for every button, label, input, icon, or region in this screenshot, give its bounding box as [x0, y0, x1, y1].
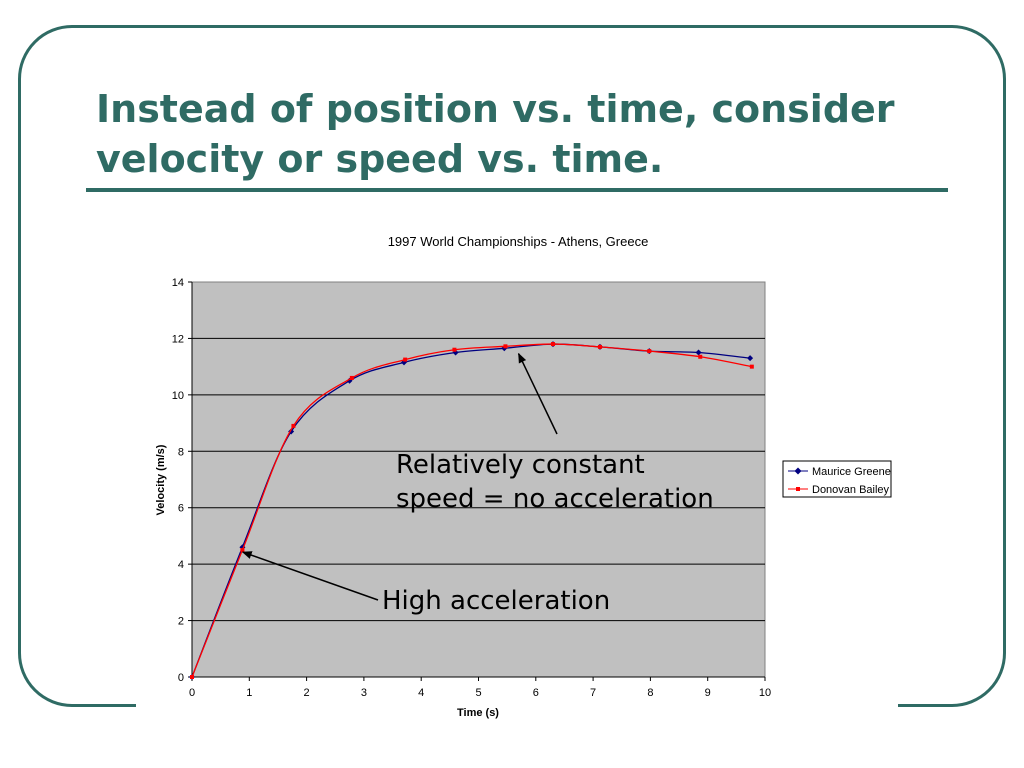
annotation-constant-speed-line2: speed = no acceleration	[396, 484, 714, 514]
data-point-donovan-bailey	[349, 375, 354, 380]
annotation-constant-speed-line1: Relatively constant	[396, 450, 645, 480]
grid-lines	[192, 337, 765, 622]
x-tick-label: 8	[647, 687, 653, 699]
title-rule	[86, 188, 948, 192]
x-tick-label: 1	[246, 687, 252, 699]
data-point-donovan-bailey	[698, 354, 703, 359]
y-tick-label: 6	[178, 503, 184, 515]
x-tick-label: 4	[418, 687, 424, 699]
legend-marker-greene	[794, 467, 802, 475]
chart-title: 1997 World Championships - Athens, Greec…	[388, 234, 649, 249]
data-point-donovan-bailey	[597, 344, 602, 349]
data-point-donovan-bailey	[291, 423, 296, 428]
slide-title-line1: Instead of position vs. time, consider	[96, 87, 895, 131]
x-tick-label: 10	[759, 687, 771, 699]
data-point-maurice-greene	[695, 349, 702, 356]
legend-label-bailey: Donovan Bailey	[812, 484, 890, 496]
x-tick-label: 3	[361, 687, 367, 699]
slide-title: Instead of position vs. time, consider v…	[96, 84, 956, 184]
data-point-donovan-bailey	[452, 347, 457, 352]
arrow-constant-speed	[517, 352, 558, 435]
y-tick-label: 2	[178, 616, 184, 628]
data-point-donovan-bailey	[503, 344, 508, 349]
legend: Maurice Greene Donovan Bailey	[782, 460, 892, 498]
data-point-donovan-bailey	[190, 675, 194, 679]
data-point-maurice-greene	[747, 355, 754, 362]
data-point-donovan-bailey	[749, 364, 754, 369]
y-tick-label: 0	[178, 672, 184, 684]
y-tick-label: 12	[172, 333, 184, 345]
x-tick-label: 5	[475, 687, 481, 699]
frame-gap	[136, 700, 898, 714]
y-tick-label: 10	[172, 390, 184, 402]
y-tick-label: 4	[178, 559, 184, 571]
data-point-donovan-bailey	[240, 548, 245, 553]
data-point-donovan-bailey	[647, 349, 652, 354]
x-tick-label: 0	[189, 687, 195, 699]
y-axis-label: Velocity (m/s)	[155, 444, 167, 515]
y-tick-label: 8	[178, 446, 184, 458]
series-layer	[189, 341, 754, 680]
slide-title-line2: velocity or speed vs. time.	[96, 137, 664, 181]
legend-box	[782, 460, 892, 498]
data-point-donovan-bailey	[550, 342, 555, 347]
x-axis-label: Time (s)	[457, 707, 499, 719]
arrow-high-acceleration	[241, 551, 379, 601]
legend-label-greene: Maurice Greene	[812, 466, 891, 478]
data-point-donovan-bailey	[403, 357, 408, 362]
x-tick-label: 6	[533, 687, 539, 699]
x-tick-label: 2	[304, 687, 310, 699]
annotation-high-acceleration: High acceleration	[382, 586, 610, 616]
legend-marker-bailey	[796, 487, 800, 491]
x-tick-label: 7	[590, 687, 596, 699]
y-tick-label: 14	[172, 277, 184, 289]
x-tick-label: 9	[705, 687, 711, 699]
